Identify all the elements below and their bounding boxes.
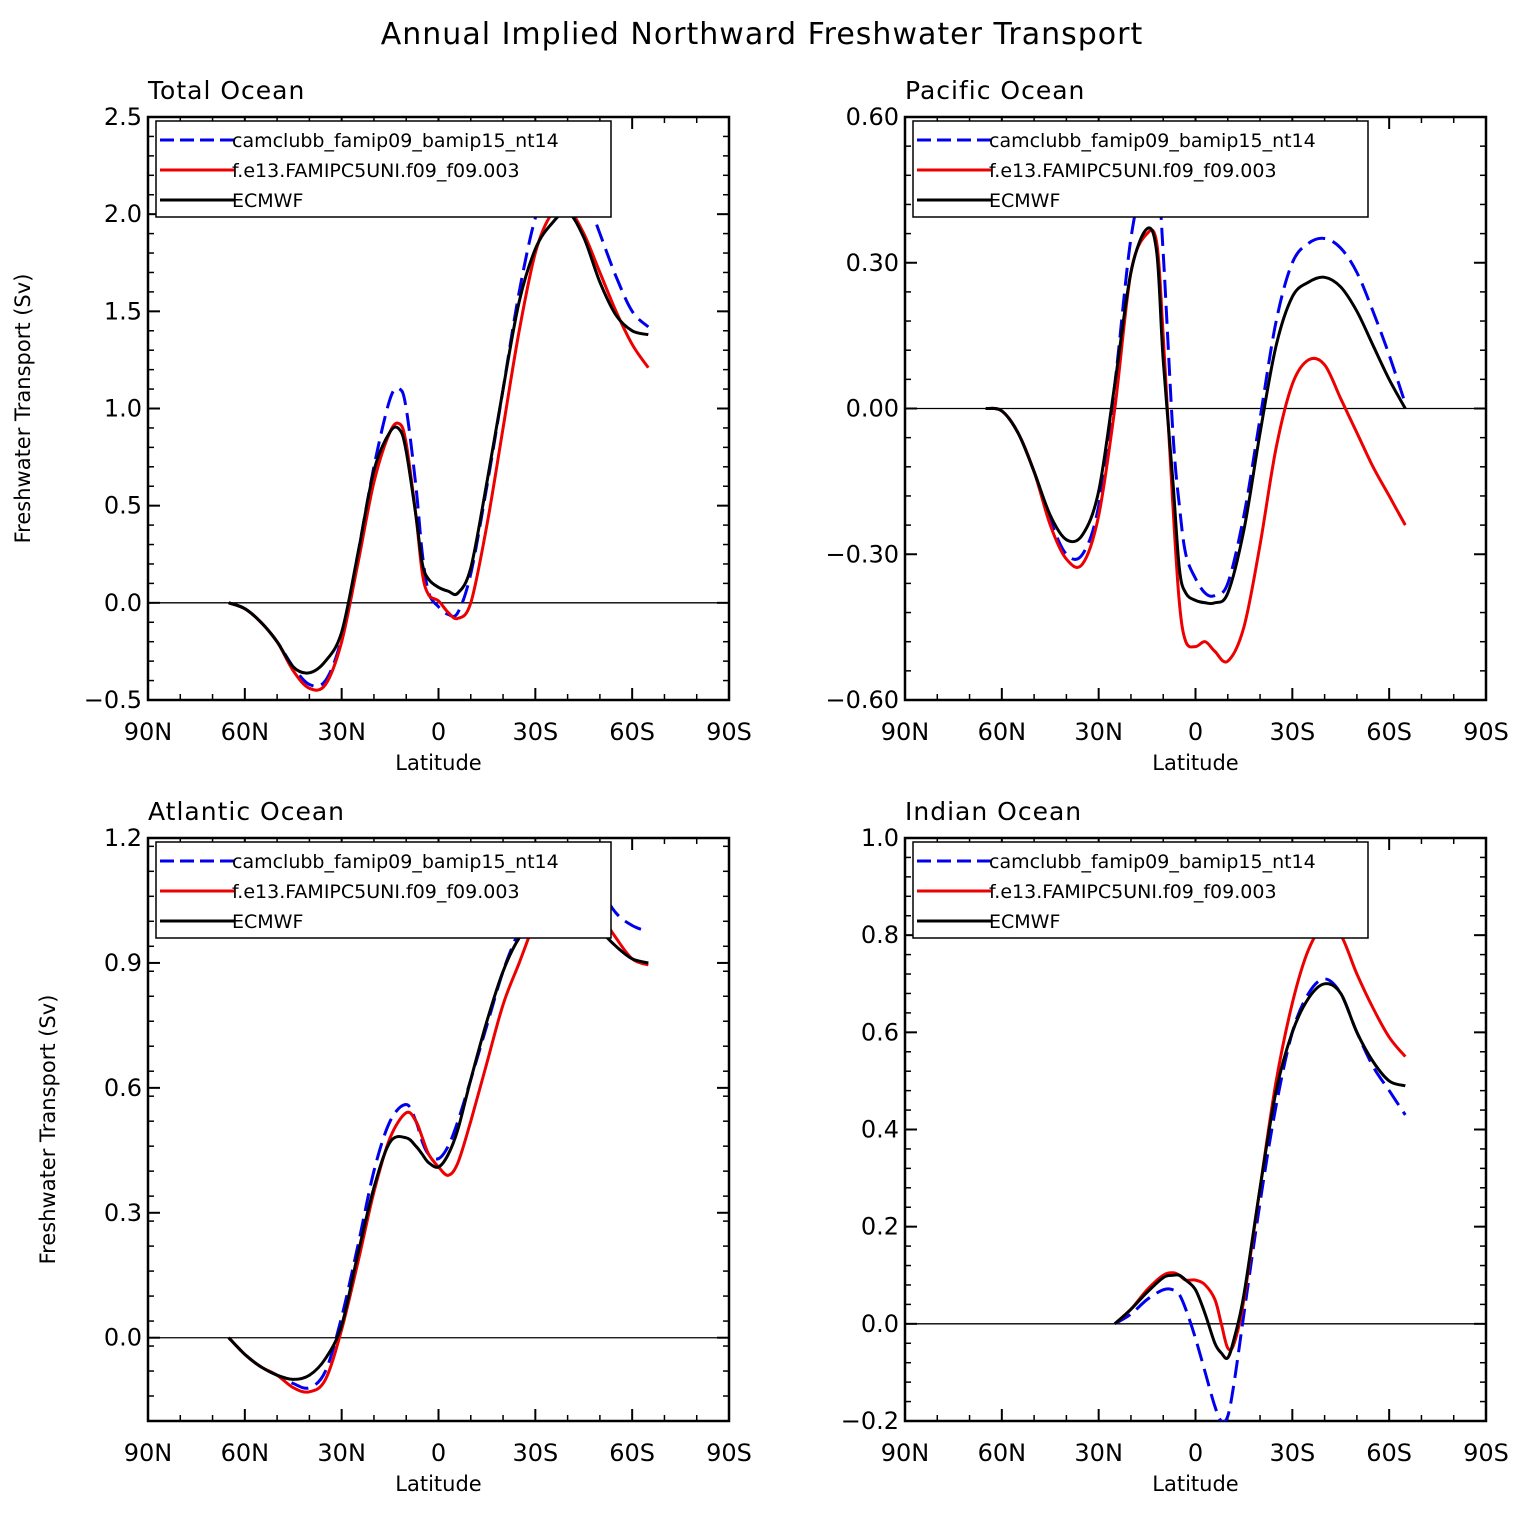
legend-entry: camclubb_famip09_bamip15_nt14 bbox=[232, 851, 559, 873]
y-tick-label: 0.4 bbox=[861, 1116, 899, 1144]
panel-total-ocean: Total Ocean 90N 60N 30N 0 30S 60S 90S −0.5 0.0 0.5… bbox=[11, 76, 752, 775]
x-tick-label: 30N bbox=[1074, 718, 1123, 746]
x-tick-label: 30S bbox=[512, 1439, 558, 1467]
panel-title: Indian Ocean bbox=[905, 797, 1082, 826]
series-line-2 bbox=[985, 226, 1407, 606]
x-tick-label: 60N bbox=[221, 1439, 270, 1467]
x-tick-label: 90S bbox=[1463, 718, 1509, 746]
legend-entry: camclubb_famip09_bamip15_nt14 bbox=[989, 130, 1316, 152]
series-line-1 bbox=[1113, 923, 1407, 1352]
series-line-1 bbox=[228, 205, 650, 692]
legend-entry: ECMWF bbox=[232, 190, 303, 212]
y-tick-label: 1.2 bbox=[104, 824, 142, 852]
x-tick-label: 90S bbox=[706, 718, 752, 746]
y-tick-label: 1.0 bbox=[104, 395, 142, 423]
legend-entry: f.e13.FAMIPC5UNI.f09_f09.003 bbox=[989, 881, 1277, 903]
y-tick-label: 1.0 bbox=[861, 824, 899, 852]
y-tick-label: 2.0 bbox=[104, 200, 142, 228]
figure-title: Annual Implied Northward Freshwater Tran… bbox=[381, 17, 1143, 52]
x-tick-label: 0 bbox=[1188, 718, 1203, 746]
x-tick-label: 0 bbox=[431, 718, 446, 746]
y-tick-label: 0.00 bbox=[846, 395, 899, 423]
series-line-0 bbox=[1114, 977, 1407, 1421]
x-tick-label: 60S bbox=[1366, 718, 1412, 746]
y-tick-label: 0.0 bbox=[104, 1324, 142, 1352]
legend-entry: f.e13.FAMIPC5UNI.f09_f09.003 bbox=[232, 881, 520, 903]
legend-entry: ECMWF bbox=[989, 190, 1060, 212]
x-tick-label: 60S bbox=[1366, 1439, 1412, 1467]
x-tick-label: 60N bbox=[221, 718, 270, 746]
y-tick-label: 2.5 bbox=[104, 103, 142, 131]
y-tick-label: 0.9 bbox=[104, 949, 142, 977]
x-tick-label: 90N bbox=[881, 718, 930, 746]
legend-entry: f.e13.FAMIPC5UNI.f09_f09.003 bbox=[989, 160, 1277, 182]
x-axis-label: Latitude bbox=[1152, 1472, 1238, 1496]
y-tick-label: 0.8 bbox=[861, 921, 899, 949]
y-tick-label: 1.5 bbox=[104, 297, 142, 325]
y-tick-label: −0.60 bbox=[825, 686, 899, 714]
panel-atlantic-ocean: Atlantic Ocean 90N 60N 30N 0 30S 60S 90S 0.0 0.3 0… bbox=[36, 797, 752, 1496]
y-tick-label: 0.0 bbox=[104, 589, 142, 617]
series-line-2 bbox=[227, 902, 649, 1381]
panel-pacific-ocean: Pacific Ocean 90N 60N 30N 0 30S 60S 90S −0.60 −0.… bbox=[825, 76, 1508, 775]
panel-title: Atlantic Ocean bbox=[148, 797, 345, 826]
x-tick-label: 0 bbox=[431, 1439, 446, 1467]
legend-entry: ECMWF bbox=[989, 911, 1060, 933]
x-tick-label: 60S bbox=[609, 718, 655, 746]
x-tick-label: 30N bbox=[317, 718, 366, 746]
x-tick-label: 30N bbox=[1074, 1439, 1123, 1467]
legend-entry: camclubb_famip09_bamip15_nt14 bbox=[989, 851, 1316, 873]
x-tick-label: 90N bbox=[124, 1439, 173, 1467]
x-tick-label: 60S bbox=[609, 1439, 655, 1467]
x-tick-label: 0 bbox=[1188, 1439, 1203, 1467]
y-tick-label: 0.2 bbox=[861, 1213, 899, 1241]
x-tick-label: 30S bbox=[512, 718, 558, 746]
y-tick-label: 0.3 bbox=[104, 1199, 142, 1227]
x-tick-label: 90N bbox=[124, 718, 173, 746]
series-line-1 bbox=[227, 873, 649, 1394]
y-tick-label: 0.60 bbox=[846, 103, 899, 131]
x-tick-label: 30S bbox=[1269, 718, 1315, 746]
y-tick-label: 0.6 bbox=[104, 1074, 142, 1102]
y-tick-label: 0.5 bbox=[104, 492, 142, 520]
x-tick-label: 90S bbox=[706, 1439, 752, 1467]
series-line-2 bbox=[228, 210, 649, 675]
series-line-1 bbox=[985, 228, 1407, 664]
panel-indian-ocean: Indian Ocean 90N 60N 30N 0 30S 60S 90S −0.2 0.0 0.… bbox=[841, 797, 1509, 1496]
x-tick-label: 30S bbox=[1269, 1439, 1315, 1467]
legend-entry: camclubb_famip09_bamip15_nt14 bbox=[232, 130, 559, 152]
panel-title: Pacific Ocean bbox=[905, 76, 1085, 105]
x-tick-label: 30N bbox=[317, 1439, 366, 1467]
x-tick-label: 60N bbox=[978, 1439, 1027, 1467]
y-axis-label: Freshwater Transport (Sv) bbox=[36, 995, 60, 1265]
y-axis-label: Freshwater Transport (Sv) bbox=[11, 274, 35, 544]
y-tick-label: 0.0 bbox=[861, 1310, 899, 1338]
x-tick-label: 90N bbox=[881, 1439, 930, 1467]
y-tick-label: 0.30 bbox=[846, 249, 899, 277]
y-tick-label: −0.30 bbox=[825, 540, 899, 568]
x-axis-label: Latitude bbox=[1152, 751, 1238, 775]
series-line-0 bbox=[985, 154, 1407, 598]
panel-title: Total Ocean bbox=[147, 76, 305, 105]
x-tick-label: 60N bbox=[978, 718, 1027, 746]
y-tick-label: −0.2 bbox=[841, 1407, 899, 1435]
legend-entry: ECMWF bbox=[232, 911, 303, 933]
x-axis-label: Latitude bbox=[395, 751, 481, 775]
y-tick-label: 0.6 bbox=[861, 1018, 899, 1046]
x-tick-label: 90S bbox=[1463, 1439, 1509, 1467]
x-axis-label: Latitude bbox=[395, 1472, 481, 1496]
y-tick-label: −0.5 bbox=[84, 686, 142, 714]
legend-entry: f.e13.FAMIPC5UNI.f09_f09.003 bbox=[232, 160, 520, 182]
series-line-2 bbox=[1113, 982, 1406, 1360]
